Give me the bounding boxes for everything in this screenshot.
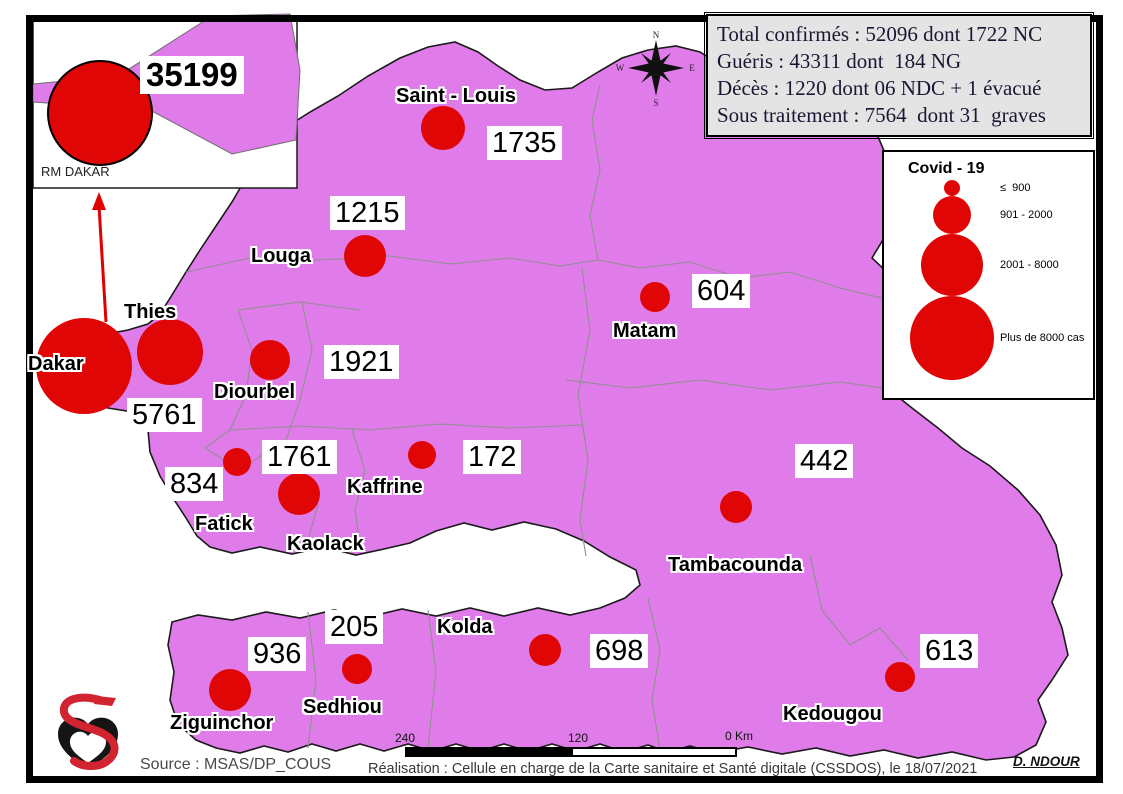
legend-circle-icon [933, 196, 971, 234]
region-name-ziguinchor: Ziguinchor [170, 712, 274, 734]
case-bubbles [36, 106, 915, 711]
scale-bar [405, 747, 737, 757]
legend-symbol-col [904, 296, 1000, 380]
region-name-diourbel: Diourbel [214, 381, 296, 403]
cases-value-kaffrine: 172 [463, 440, 522, 474]
bubble-sedhiou [342, 654, 372, 684]
legend-label: ≤ 900 [1000, 182, 1031, 194]
region-name-kedougou: Kedougou [783, 703, 882, 725]
bubble-matam [640, 282, 670, 312]
info-box: Total confirmés : 52096 dont 1722 NC Gué… [704, 12, 1094, 139]
bubble-diourbel [250, 340, 290, 380]
region-name-saint-louis: Saint - Louis [396, 85, 516, 107]
bubble-kedougou [885, 662, 915, 692]
legend-symbol-col [904, 196, 1000, 234]
cases-value-kolda: 698 [590, 634, 649, 668]
cases-value-saint-louis: 1735 [487, 126, 562, 160]
legend-item-2: 2001 - 8000 [904, 234, 1093, 296]
cases-value-tambacounda: 442 [795, 444, 854, 478]
scale-segment-white [571, 747, 737, 757]
bubble-thies [137, 319, 203, 385]
region-name-dakar: Dakar [28, 353, 84, 375]
compass-e: E [689, 63, 695, 73]
legend-item-3: Plus de 8000 cas [904, 296, 1093, 380]
scale-segment-black [405, 747, 571, 757]
region-name-kolda: Kolda [437, 616, 493, 638]
region-borders [185, 84, 909, 751]
bubble-ziguinchor [209, 669, 251, 711]
bubble-tambacounda [720, 491, 752, 523]
region-name-thies: Thies [124, 301, 177, 323]
dakar-callout-arrow [92, 192, 108, 323]
region-name-louga: Louga [251, 245, 311, 267]
bubble-fatick [223, 448, 251, 476]
source-text: Source : MSAS/DP_COUS [140, 756, 332, 773]
bubble-dakar [36, 318, 132, 414]
legend-title: Covid - 19 [908, 160, 985, 177]
compass-s: S [653, 98, 658, 108]
cases-value-thies: 5761 [127, 398, 202, 432]
legend-label: Plus de 8000 cas [1000, 332, 1085, 344]
scale-label-240: 240 [395, 731, 416, 745]
cases-value-kedougou: 613 [920, 634, 979, 668]
realisation-text: Réalisation : Cellule en charge de la Ca… [368, 761, 978, 777]
legend-item-1: 901 - 2000 [904, 196, 1093, 234]
legend-circle-icon [944, 180, 960, 196]
legend-symbol-col [904, 180, 1000, 196]
bubble-kolda [529, 634, 561, 666]
scale-label-0km: 0 Km [725, 729, 754, 743]
msas-logo [58, 693, 119, 770]
legend-circle-icon [910, 296, 994, 380]
cases-value-diourbel: 1921 [324, 345, 399, 379]
cases-value-fatick: 834 [165, 467, 224, 501]
compass-w: W [616, 63, 625, 73]
region-name-tambacounda: Tambacounda [668, 554, 803, 576]
region-name-kaolack: Kaolack [287, 533, 364, 555]
region-name-kaffrine: Kaffrine [347, 476, 423, 498]
bubble-saint-louis [421, 106, 465, 150]
info-line-recovered: Guéris : 43311 dont 184 NG [717, 49, 962, 73]
author-signature: D. NDOUR [1013, 754, 1080, 769]
region-name-matam: Matam [613, 320, 677, 342]
inset-cases-value: 35199 [140, 56, 244, 94]
cases-value-kaolack: 1761 [262, 440, 337, 474]
cases-value-sedhiou: 205 [325, 610, 384, 644]
region-name-fatick: Fatick [195, 513, 253, 535]
legend-item-0: ≤ 900 [904, 180, 1093, 196]
legend-circle-icon [921, 234, 983, 296]
bubble-kaffrine [408, 441, 436, 469]
cases-value-louga: 1215 [330, 196, 405, 230]
bubble-louga [344, 235, 386, 277]
compass-rose: N S E W [616, 30, 696, 108]
cases-value-matam: 604 [692, 274, 751, 308]
region-name-sedhiou: Sedhiou [303, 696, 382, 718]
cases-value-ziguinchor: 936 [248, 637, 307, 671]
inset-region-label: RM DAKAR [41, 164, 110, 179]
bubble-rm-dakar [47, 60, 153, 166]
legend-label: 2001 - 8000 [1000, 259, 1059, 271]
legend-symbol-col [904, 234, 1000, 296]
legend-label: 901 - 2000 [1000, 209, 1053, 221]
info-line-deaths: Décès : 1220 dont 06 NDC + 1 évacué [717, 76, 1042, 100]
info-line-under-treatment: Sous traitement : 7564 dont 31 graves [717, 103, 1046, 127]
info-line-confirmed: Total confirmés : 52096 dont 1722 NC [717, 22, 1043, 46]
scale-label-120: 120 [568, 731, 589, 745]
bubble-kaolack [278, 473, 320, 515]
legend-box: Covid - 19 ≤ 900 901 - 2000 2001 - 8000 Plu… [882, 150, 1095, 400]
compass-n: N [653, 30, 660, 40]
legend-items: ≤ 900 901 - 2000 2001 - 8000 Plus de 8000 c… [904, 180, 1093, 380]
